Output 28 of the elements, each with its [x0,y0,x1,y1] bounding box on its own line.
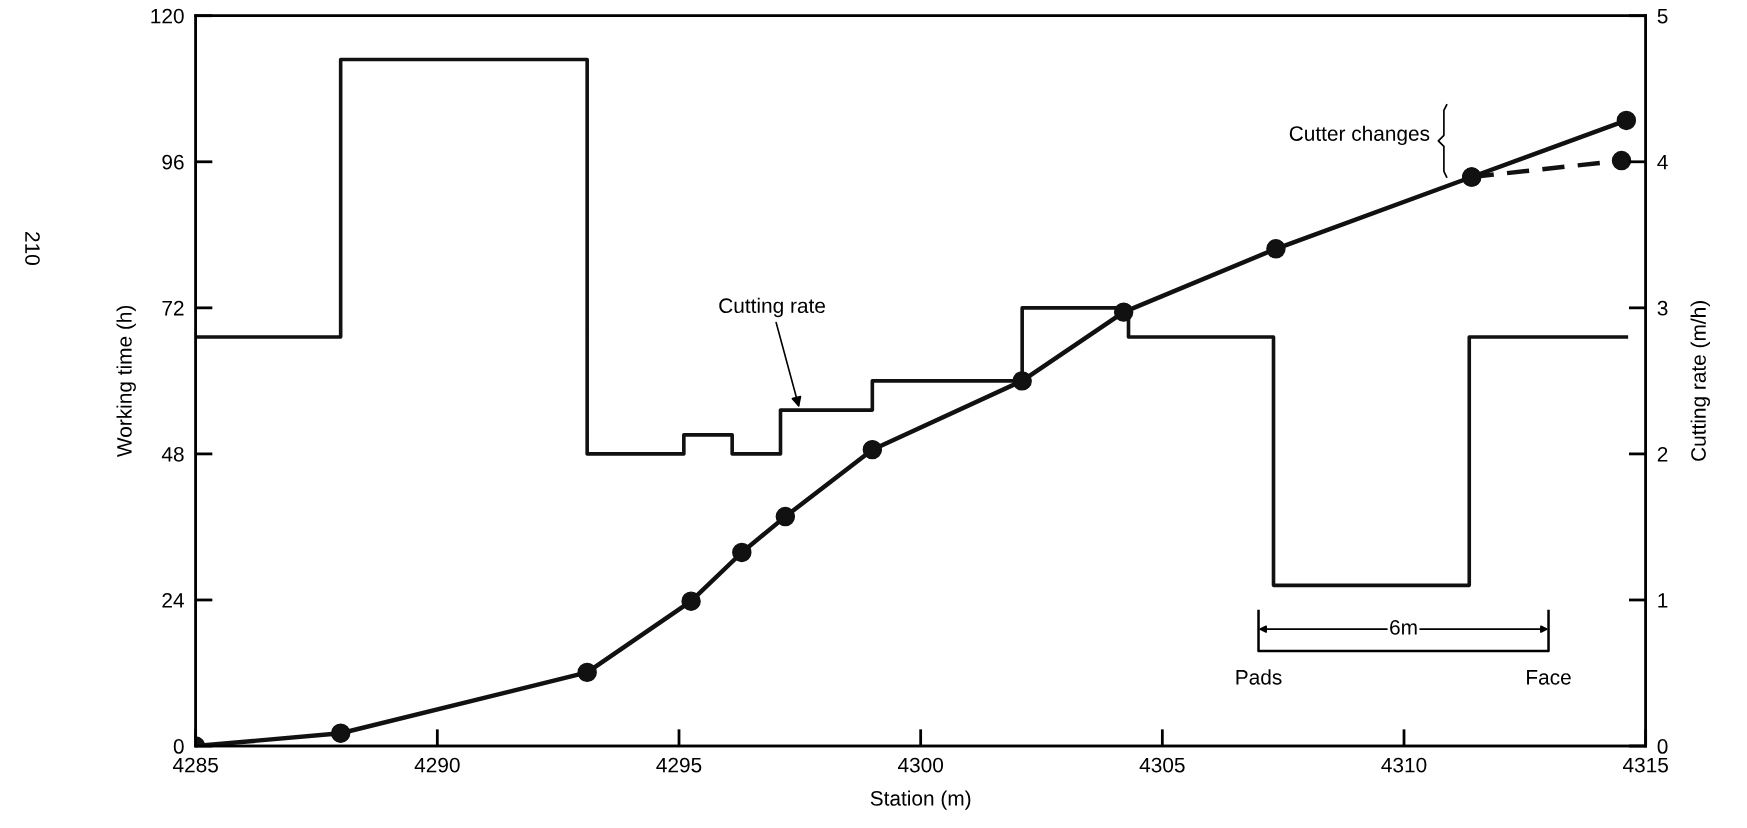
y2-tick-label: 0 [1657,739,1668,754]
annotation: Pads [1236,669,1282,685]
x-tick-label: 4295 [656,757,702,773]
y2-tick-label: 5 [1657,8,1668,24]
x-tick-label: 4285 [172,757,218,773]
y-tick-label: 0 [173,739,184,754]
y-tick-label: 120 [151,8,184,24]
y2-tick-label: 2 [1657,446,1668,462]
annotation: Cutting rate [719,297,825,318]
annotation: Face [1527,670,1571,685]
y-axis-title: Working time (h) [116,305,136,457]
y-tick-label: 48 [161,446,184,462]
text: 210 [25,232,40,265]
y2-tick-label: 1 [1658,593,1668,608]
y-tick-label: 72 [162,300,184,316]
y2-tick-label: 3 [1657,300,1668,316]
y-tick-label: 24 [162,592,184,608]
x-tick-label: 4290 [414,757,460,773]
annotation: Cutter changes [1289,125,1430,146]
x-axis-title: Station (m) [870,790,971,810]
y2-axis-title: Cutting rate (m/h) [1690,301,1711,461]
y-tick-label: 96 [162,154,184,170]
x-tick-label: 4300 [897,757,944,773]
y2-tick-label: 4 [1657,155,1668,170]
x-tick-label: 4315 [1622,757,1668,773]
annotation: 6m [1390,620,1417,635]
x-tick-label: 4305 [1139,757,1185,773]
x-tick-label: 4310 [1381,757,1427,773]
